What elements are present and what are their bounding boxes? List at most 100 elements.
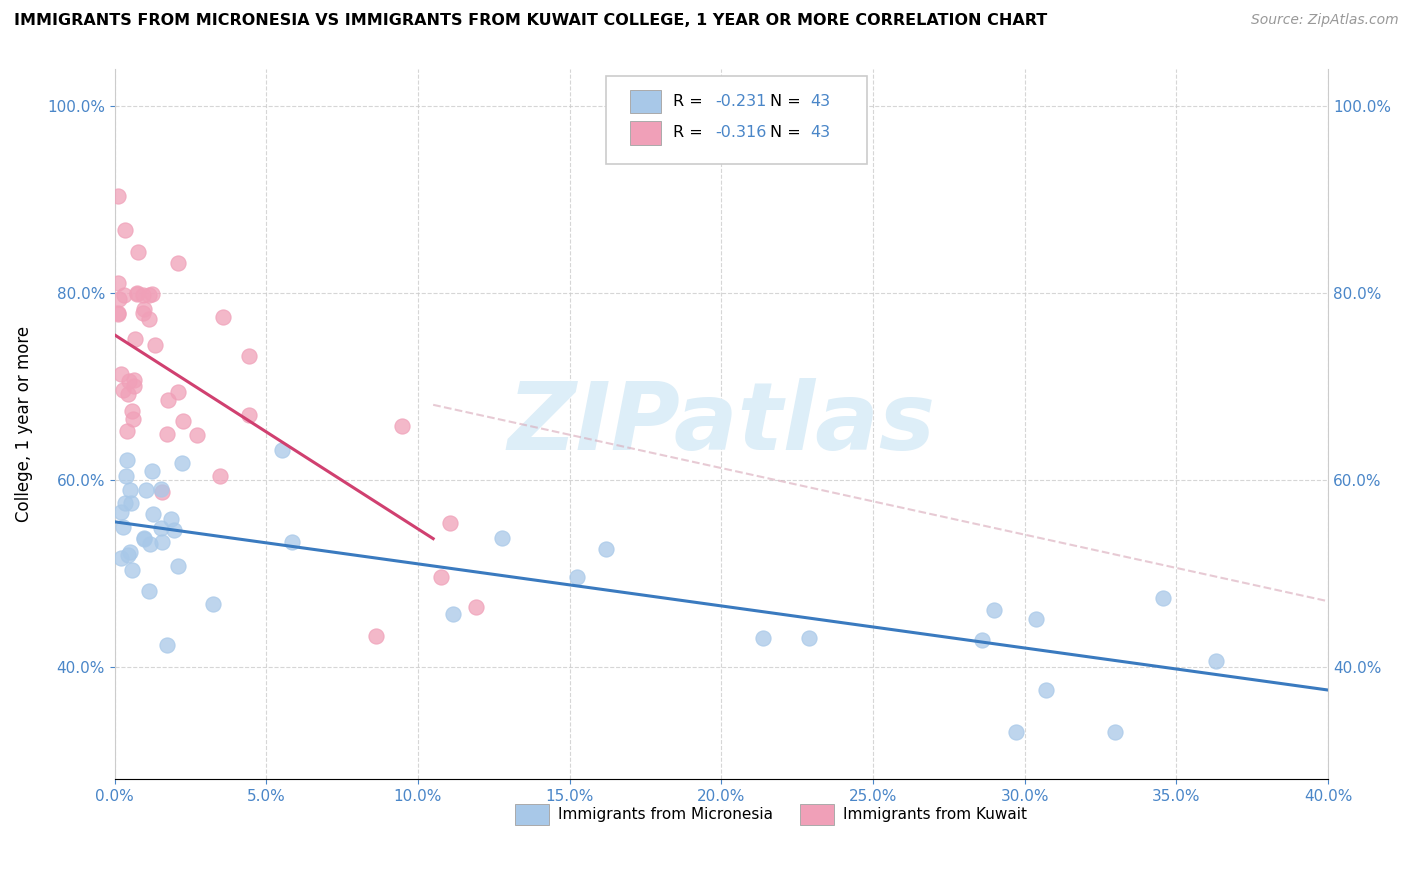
Point — [138, 312, 160, 326]
Point — [152, 535, 174, 549]
Point — [170, 456, 193, 470]
Point — [142, 507, 165, 521]
Point — [366, 629, 388, 643]
Point — [172, 414, 194, 428]
Text: ZIPatlas: ZIPatlas — [508, 377, 935, 470]
Point — [110, 367, 132, 381]
Point — [167, 256, 190, 270]
Point — [138, 288, 160, 302]
Point — [132, 532, 155, 546]
Point — [117, 387, 139, 401]
Point — [1035, 683, 1057, 698]
Bar — [630, 121, 661, 145]
Point — [1025, 611, 1047, 625]
Point — [149, 482, 172, 496]
Y-axis label: College, 1 year or more: College, 1 year or more — [15, 326, 32, 522]
Point — [281, 535, 304, 549]
Point — [209, 469, 232, 483]
Point — [972, 633, 994, 648]
Point — [124, 332, 146, 346]
Point — [1104, 725, 1126, 739]
Point — [156, 427, 179, 442]
Point — [983, 602, 1005, 616]
Text: Immigrants from Micronesia: Immigrants from Micronesia — [558, 807, 772, 822]
Point — [166, 559, 188, 574]
Point — [391, 419, 413, 434]
Point — [141, 287, 163, 301]
Point — [122, 373, 145, 387]
Bar — [630, 90, 661, 113]
Point — [107, 307, 129, 321]
Point — [122, 379, 145, 393]
Point — [110, 551, 132, 566]
Text: Immigrants from Kuwait: Immigrants from Kuwait — [842, 807, 1026, 822]
Point — [752, 632, 775, 646]
Point — [186, 428, 208, 442]
Text: Source: ZipAtlas.com: Source: ZipAtlas.com — [1251, 13, 1399, 28]
Point — [150, 484, 173, 499]
Text: R =: R = — [673, 94, 707, 109]
Point — [114, 223, 136, 237]
Point — [118, 374, 141, 388]
Bar — [515, 804, 550, 825]
Point — [238, 349, 260, 363]
Point — [108, 292, 131, 306]
Text: 43: 43 — [810, 94, 830, 109]
Point — [141, 464, 163, 478]
Point — [122, 411, 145, 425]
Text: R =: R = — [673, 125, 707, 140]
Point — [117, 549, 139, 563]
Point — [115, 469, 138, 483]
Point — [139, 537, 162, 551]
Point — [156, 392, 179, 407]
Point — [132, 531, 155, 545]
Point — [134, 302, 156, 317]
Point — [115, 452, 138, 467]
Point — [202, 597, 225, 611]
Point — [120, 496, 142, 510]
Point — [118, 483, 141, 498]
Point — [211, 310, 233, 325]
Bar — [800, 804, 834, 825]
Point — [114, 496, 136, 510]
Point — [491, 531, 513, 545]
Point — [149, 521, 172, 535]
Point — [160, 512, 183, 526]
Text: N =: N = — [770, 125, 806, 140]
Point — [429, 570, 451, 584]
Point — [439, 516, 461, 530]
Point — [127, 245, 149, 260]
Point — [132, 288, 155, 302]
Text: -0.316: -0.316 — [716, 125, 766, 140]
Point — [111, 520, 134, 534]
Text: N =: N = — [770, 94, 806, 109]
Point — [107, 276, 129, 290]
Point — [107, 189, 129, 203]
Point — [441, 607, 464, 622]
Point — [797, 632, 820, 646]
Point — [238, 409, 260, 423]
Point — [112, 288, 135, 302]
Text: -0.231: -0.231 — [716, 94, 766, 109]
Point — [1005, 725, 1028, 739]
Text: 43: 43 — [810, 125, 830, 140]
Point — [1152, 591, 1174, 605]
Text: IMMIGRANTS FROM MICRONESIA VS IMMIGRANTS FROM KUWAIT COLLEGE, 1 YEAR OR MORE COR: IMMIGRANTS FROM MICRONESIA VS IMMIGRANTS… — [14, 13, 1047, 29]
Point — [132, 305, 155, 319]
Point — [163, 523, 186, 537]
Point — [125, 286, 148, 301]
Point — [115, 425, 138, 439]
Point — [138, 583, 160, 598]
FancyBboxPatch shape — [606, 76, 868, 164]
Point — [135, 483, 157, 498]
Point — [118, 545, 141, 559]
Point — [143, 337, 166, 351]
Point — [121, 404, 143, 418]
Point — [595, 542, 617, 557]
Point — [156, 638, 179, 652]
Point — [1205, 654, 1227, 668]
Point — [107, 305, 129, 319]
Point — [121, 563, 143, 577]
Point — [271, 443, 294, 458]
Point — [167, 385, 190, 400]
